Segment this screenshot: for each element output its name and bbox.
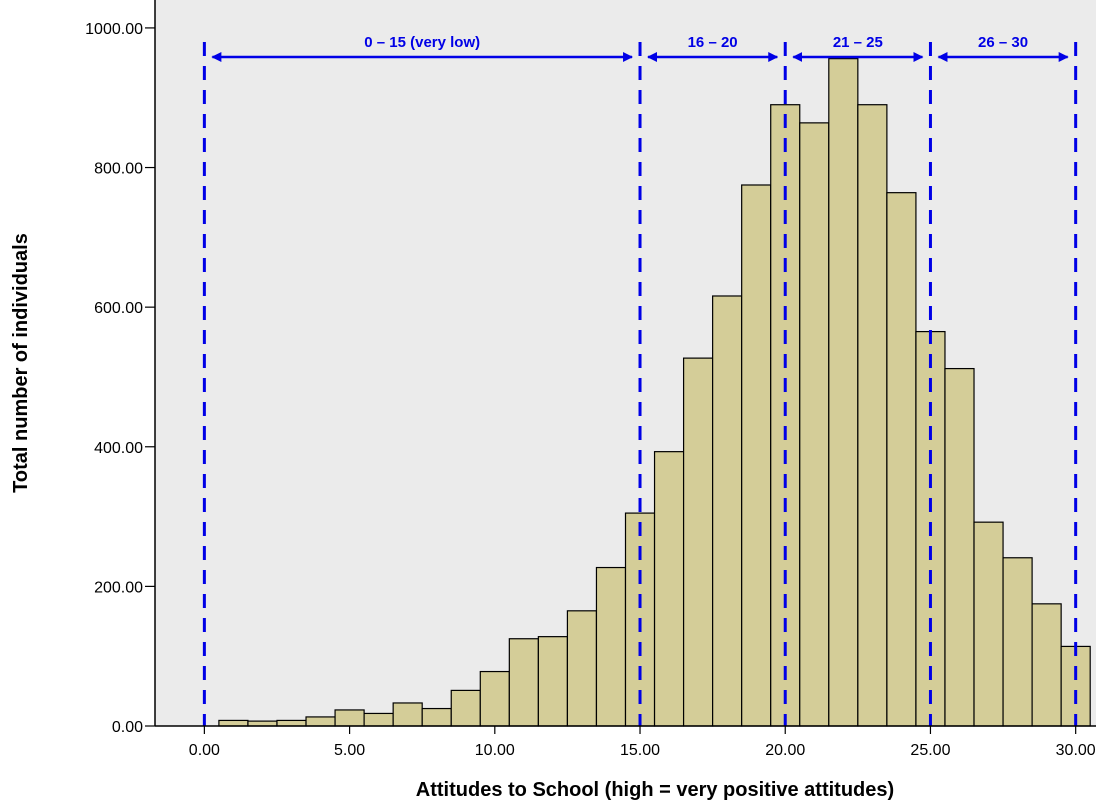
x-tick-label: 0.00 [189, 742, 220, 759]
bar [886, 192, 917, 727]
bar [944, 367, 975, 727]
bar [828, 58, 859, 727]
bar [712, 295, 743, 727]
reference-lines-group [202, 42, 1078, 726]
bar [1031, 603, 1062, 727]
bar [566, 610, 598, 727]
x-tick-label: 5.00 [334, 742, 365, 759]
bar [682, 357, 714, 727]
bar [741, 184, 772, 727]
bar [595, 566, 627, 727]
bar [537, 636, 569, 727]
range-label: 26 – 30 [978, 34, 1028, 51]
bar [479, 670, 510, 727]
x-tick-label: 20.00 [765, 742, 805, 759]
bar [218, 719, 249, 727]
y-axis-ticks: 0.00 200.00 400.00 600.00 800.00 1000.00 [85, 21, 155, 736]
bars-group [218, 58, 1091, 727]
bar [421, 707, 452, 727]
bar [1002, 557, 1033, 727]
range-label: 16 – 20 [688, 34, 738, 51]
y-tick-label: 400.00 [94, 440, 143, 457]
x-tick-label: 30.00 [1056, 742, 1096, 759]
x-tick-label: 10.00 [475, 742, 515, 759]
y-tick-label: 800.00 [94, 161, 143, 178]
x-tick-label: 25.00 [910, 742, 950, 759]
x-tick-label: 15.00 [620, 742, 660, 759]
bar [305, 716, 336, 727]
range-label: 21 – 25 [833, 34, 883, 51]
bar [450, 689, 481, 727]
bar [973, 521, 1004, 727]
y-tick-label: 1000.00 [85, 21, 143, 38]
bar [363, 712, 394, 727]
bar [1060, 645, 1091, 727]
bar [334, 709, 365, 727]
y-tick-label: 200.00 [94, 579, 143, 596]
range-label: 0 – 15 (very low) [364, 34, 480, 51]
bar [799, 122, 830, 727]
bar [276, 719, 307, 727]
bar [653, 451, 685, 727]
bar [857, 104, 888, 727]
y-axis-title: Total number of individuals [10, 233, 32, 493]
x-axis-ticks: 0.00 5.00 10.00 15.00 20.00 25.00 30.00 [189, 726, 1096, 759]
y-tick-label: 0.00 [112, 719, 143, 736]
annotations-group: 0 – 15 (very low) 16 – 20 21 – 25 26 – 30 [211, 34, 1069, 62]
bar [508, 638, 539, 727]
x-axis-title: Attitudes to School (high = very positiv… [416, 779, 894, 801]
bar [392, 702, 423, 727]
y-tick-label: 600.00 [94, 300, 143, 317]
